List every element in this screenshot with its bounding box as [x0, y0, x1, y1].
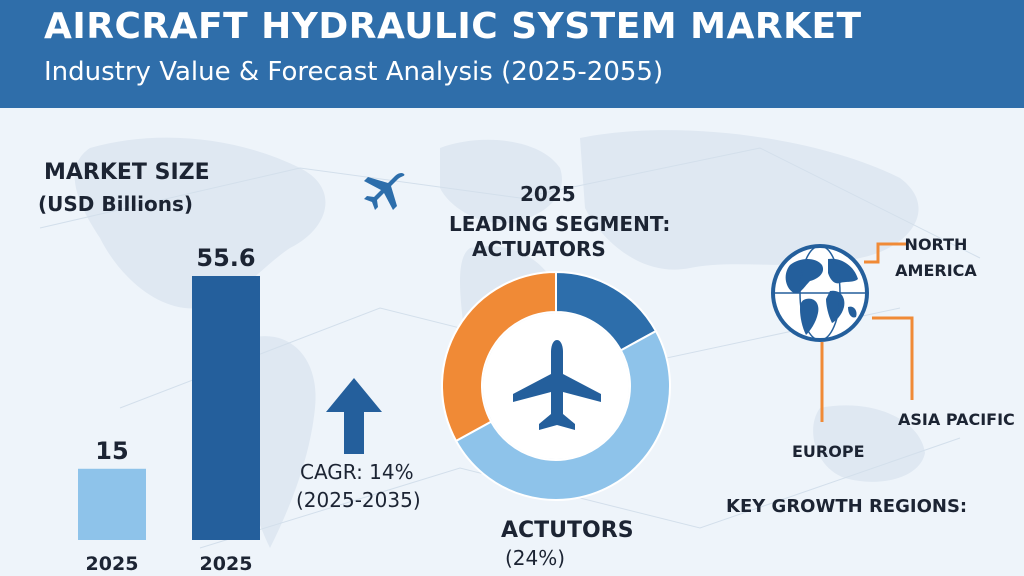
segment-share: (24%)	[505, 546, 566, 570]
region-north-america: NORTH AMERICA	[895, 235, 977, 280]
market-size-title: MARKET SIZE	[44, 160, 210, 185]
bar-category-label-1: 2025	[200, 553, 253, 575]
segment-title: LEADING SEGMENT:	[449, 212, 671, 236]
donut-slice-2	[454, 329, 671, 501]
bar-0	[78, 468, 146, 540]
bar-value-label-0: 15	[95, 437, 128, 465]
segment-label: ACTUTORS	[501, 518, 634, 543]
donut-slice-0	[441, 270, 557, 443]
bar-value-label-1: 55.6	[196, 244, 255, 272]
bar-category-label-0: 2025	[86, 553, 139, 575]
cagr-label: CAGR: 14%	[300, 460, 414, 484]
up-arrow-icon	[326, 378, 382, 454]
key-growth-regions-title: KEY GROWTH REGIONS:	[726, 496, 968, 517]
header-banner: AIRCRAFT HYDRAULIC SYSTEM MARKET Industr…	[0, 0, 1024, 108]
airplane-icon	[364, 172, 405, 210]
page-title: AIRCRAFT HYDRAULIC SYSTEM MARKET	[44, 6, 862, 47]
globe-icon	[771, 244, 869, 342]
airplane-center-icon	[513, 340, 601, 430]
bar-1	[192, 276, 260, 540]
market-size-unit: (USD Billions)	[38, 192, 194, 216]
segment-name: ACTUATORS	[472, 237, 606, 261]
cagr-period: (2025-2035)	[296, 488, 421, 512]
region-europe: EUROPE	[792, 442, 865, 461]
page-subtitle: Industry Value & Forecast Analysis (2025…	[44, 57, 664, 87]
region-asia-pacific: ASIA PACIFIC	[898, 410, 1015, 429]
segment-year: 2025	[520, 182, 576, 206]
